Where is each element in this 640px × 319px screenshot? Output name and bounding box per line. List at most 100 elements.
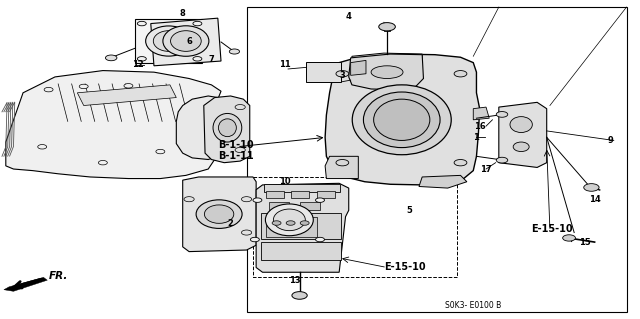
Bar [317,191,335,197]
Ellipse shape [510,117,532,132]
Circle shape [496,112,508,117]
Polygon shape [325,54,479,185]
Polygon shape [6,70,221,179]
Polygon shape [151,18,221,66]
Bar [300,202,320,210]
Circle shape [138,21,147,26]
Bar [291,191,309,197]
Ellipse shape [266,204,314,236]
Circle shape [44,87,53,92]
Circle shape [156,149,165,154]
Polygon shape [473,107,489,120]
Circle shape [99,160,108,165]
Ellipse shape [352,85,451,155]
Text: 4: 4 [346,12,351,21]
Circle shape [316,198,324,202]
Circle shape [235,147,245,152]
Text: 7: 7 [209,55,214,64]
Text: 10: 10 [279,177,291,186]
Bar [266,191,284,197]
Circle shape [584,184,599,191]
Ellipse shape [171,31,201,51]
Circle shape [253,198,262,202]
Text: 8: 8 [180,9,186,18]
Text: 5: 5 [406,206,412,215]
Circle shape [235,105,245,110]
Bar [261,213,341,239]
Ellipse shape [154,31,184,51]
Ellipse shape [196,200,242,228]
Bar [306,62,341,82]
Text: 12: 12 [132,60,144,69]
Circle shape [300,221,309,225]
Text: 9: 9 [608,136,614,145]
Polygon shape [325,156,358,179]
Bar [269,202,289,210]
Polygon shape [250,196,330,245]
Ellipse shape [513,142,529,152]
Ellipse shape [371,66,403,78]
Text: 15: 15 [579,238,591,247]
Ellipse shape [273,209,305,231]
Text: 17: 17 [480,165,492,174]
Circle shape [124,84,133,88]
Text: 6: 6 [186,38,192,47]
Circle shape [286,221,295,225]
Text: 11: 11 [279,60,291,69]
Polygon shape [499,102,547,167]
Polygon shape [182,177,256,252]
Circle shape [563,235,575,241]
Text: S0K3- E0100 B: S0K3- E0100 B [445,301,501,310]
Polygon shape [176,96,237,160]
Text: 2: 2 [228,219,234,227]
Circle shape [379,23,396,31]
Circle shape [138,56,147,61]
Text: FR.: FR. [49,271,68,281]
Ellipse shape [213,114,242,142]
Circle shape [106,55,117,61]
Text: 1: 1 [474,133,479,142]
Circle shape [241,197,252,202]
Circle shape [454,70,467,77]
Ellipse shape [218,119,236,137]
Bar [264,184,340,192]
Text: E-15-10: E-15-10 [384,263,426,272]
Polygon shape [256,183,349,272]
Polygon shape [419,175,467,188]
Text: B-1-10: B-1-10 [218,140,253,150]
Bar [261,242,341,260]
Text: 13: 13 [289,276,300,285]
Polygon shape [349,54,424,90]
Circle shape [79,84,88,89]
Circle shape [241,230,252,235]
Bar [266,217,317,237]
Text: B-1-11: B-1-11 [218,151,253,161]
Circle shape [193,21,202,26]
Circle shape [193,56,202,61]
Text: E-15-10: E-15-10 [531,224,572,234]
Ellipse shape [204,205,234,223]
Circle shape [272,221,281,225]
Polygon shape [77,85,176,106]
Ellipse shape [146,26,191,56]
Circle shape [184,197,194,202]
Ellipse shape [364,92,440,148]
Text: 3: 3 [339,71,345,80]
Polygon shape [4,277,47,291]
Polygon shape [352,53,422,64]
Circle shape [454,160,467,166]
Polygon shape [204,96,250,163]
Ellipse shape [163,26,209,56]
Bar [253,177,458,277]
Text: 16: 16 [474,122,486,131]
Circle shape [336,160,349,166]
Polygon shape [351,60,366,75]
Polygon shape [135,19,202,63]
Circle shape [316,237,324,242]
Circle shape [229,49,239,54]
Ellipse shape [374,99,430,140]
Circle shape [336,70,349,77]
Circle shape [38,145,47,149]
Text: 14: 14 [589,195,600,204]
Bar [246,7,627,312]
